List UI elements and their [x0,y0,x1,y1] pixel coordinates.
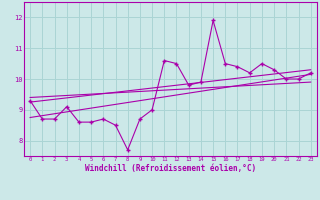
X-axis label: Windchill (Refroidissement éolien,°C): Windchill (Refroidissement éolien,°C) [85,164,256,173]
